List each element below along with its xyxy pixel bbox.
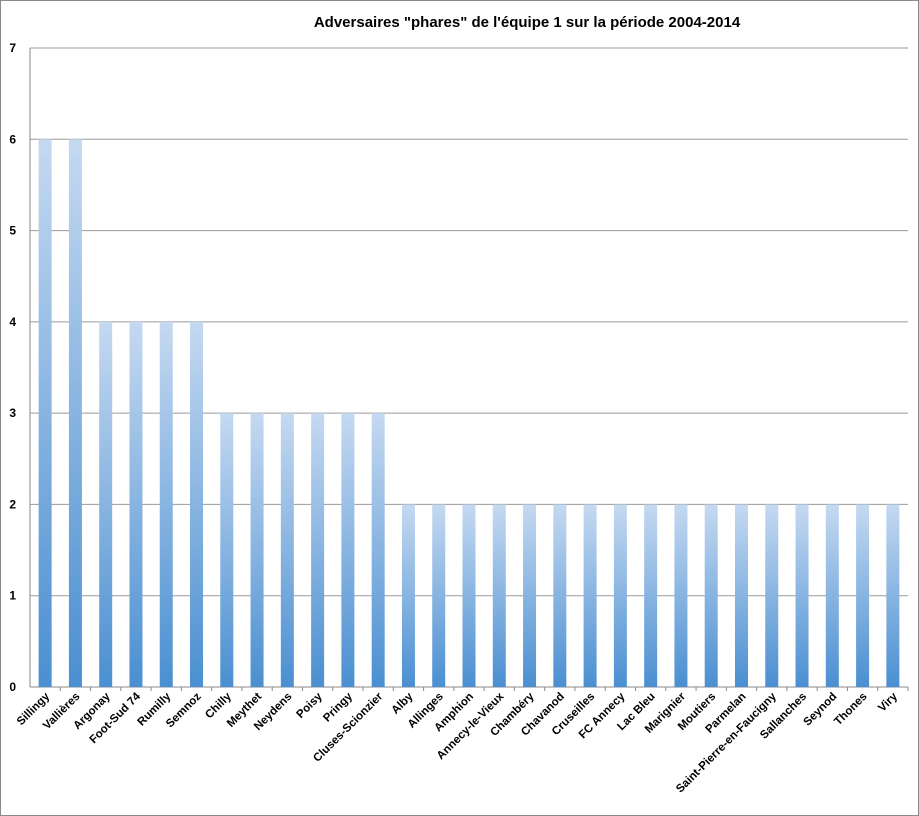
y-tick-label: 0 <box>9 680 16 694</box>
bar <box>523 504 537 687</box>
y-tick-label: 3 <box>9 406 16 420</box>
bar <box>250 413 264 687</box>
y-tick-label: 5 <box>9 224 16 238</box>
x-tick-label: Viry <box>876 690 900 714</box>
bar <box>341 413 355 687</box>
y-tick-label: 6 <box>9 132 16 146</box>
y-tick-labels: 0 1 2 3 4 5 6 7 <box>9 41 16 694</box>
x-tick-label: Alby <box>389 690 416 717</box>
bar <box>280 413 294 687</box>
x-tick-label: Seynod <box>802 691 840 729</box>
bar <box>371 413 385 687</box>
y-tick-label: 2 <box>9 497 16 511</box>
bar <box>674 504 688 687</box>
bar <box>583 504 597 687</box>
bar <box>220 413 234 687</box>
bar <box>765 504 779 687</box>
bar <box>432 504 446 687</box>
gridlines <box>30 47 908 597</box>
bar <box>401 504 415 687</box>
bar <box>38 139 52 688</box>
bar <box>613 504 627 687</box>
bar <box>129 321 143 687</box>
bar <box>190 321 204 687</box>
bar <box>311 413 325 687</box>
bar <box>492 504 506 687</box>
y-tick-label: 7 <box>9 41 16 55</box>
bar <box>704 504 718 687</box>
bar <box>795 504 809 687</box>
bar <box>99 321 113 687</box>
bar <box>644 504 658 687</box>
bar <box>825 504 839 687</box>
bars <box>38 139 900 688</box>
bar <box>856 504 870 687</box>
chart-title: Adversaires "phares" de l'équipe 1 sur l… <box>314 14 741 31</box>
y-tick-label: 4 <box>9 315 16 329</box>
bar <box>886 504 900 687</box>
bar <box>553 504 567 687</box>
bar <box>734 504 748 687</box>
bar <box>68 139 82 688</box>
bar <box>462 504 476 687</box>
bar <box>159 321 173 687</box>
x-tick-label: Thones <box>832 691 869 728</box>
y-tick-label: 1 <box>9 589 16 603</box>
